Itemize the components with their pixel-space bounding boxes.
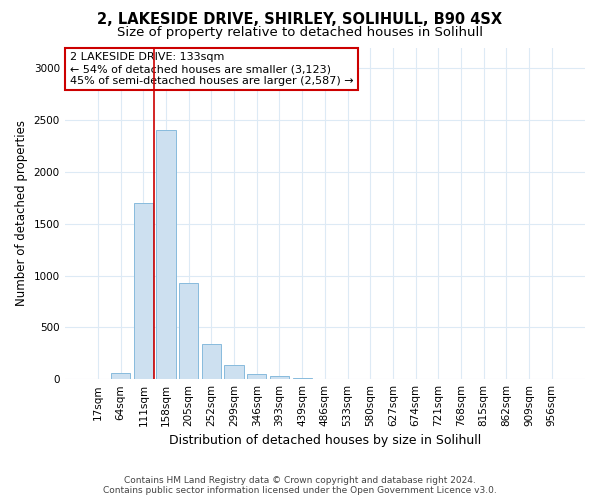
Bar xyxy=(202,344,221,379)
Bar xyxy=(111,374,130,379)
Y-axis label: Number of detached properties: Number of detached properties xyxy=(15,120,28,306)
Text: Size of property relative to detached houses in Solihull: Size of property relative to detached ho… xyxy=(117,26,483,39)
Bar xyxy=(247,374,266,379)
X-axis label: Distribution of detached houses by size in Solihull: Distribution of detached houses by size … xyxy=(169,434,481,448)
Bar xyxy=(134,203,153,379)
Bar xyxy=(293,378,312,379)
Bar xyxy=(179,283,199,379)
Bar xyxy=(157,130,176,379)
Bar xyxy=(224,364,244,379)
Text: Contains HM Land Registry data © Crown copyright and database right 2024.
Contai: Contains HM Land Registry data © Crown c… xyxy=(103,476,497,495)
Bar xyxy=(270,376,289,379)
Text: 2 LAKESIDE DRIVE: 133sqm
← 54% of detached houses are smaller (3,123)
45% of sem: 2 LAKESIDE DRIVE: 133sqm ← 54% of detach… xyxy=(70,52,353,86)
Text: 2, LAKESIDE DRIVE, SHIRLEY, SOLIHULL, B90 4SX: 2, LAKESIDE DRIVE, SHIRLEY, SOLIHULL, B9… xyxy=(97,12,503,28)
